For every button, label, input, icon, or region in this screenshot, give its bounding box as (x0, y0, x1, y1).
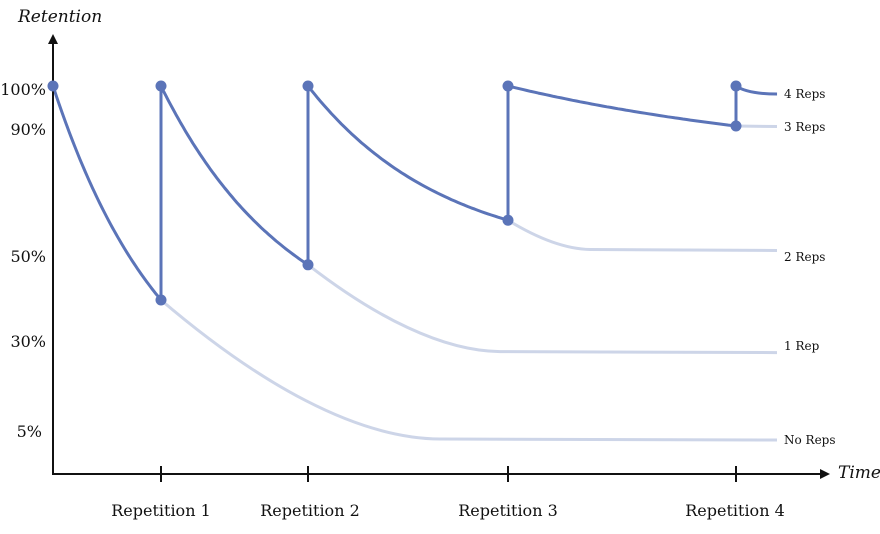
y-tick-label: 90% (10, 120, 46, 139)
point-repetition-3-before (502, 214, 514, 226)
point-repetition-3-after (502, 80, 514, 92)
y-tick-label: 30% (10, 332, 46, 351)
active-curves (51, 84, 778, 301)
curve-no-reps-active (51, 85, 163, 301)
curve-1-rep-faded (307, 263, 778, 355)
data-points (47, 80, 742, 306)
y-axis-title: Retention (17, 7, 102, 27)
series-label-2-reps: 2 Reps (784, 250, 825, 264)
point-repetition-4-after (730, 80, 742, 92)
point-repetition-1-after (155, 80, 167, 92)
series-label-4-reps: 4 Reps (784, 87, 825, 101)
point-repetition-4-before (730, 120, 742, 132)
series-label-1-rep: 1 Rep (784, 339, 820, 353)
y-tick-label: 50% (10, 247, 46, 266)
point-repetition-2-after (302, 80, 314, 92)
x-tick-label: Repetition 4 (685, 501, 785, 520)
curve-3-reps-active (507, 84, 737, 128)
y-tick-label: 100% (0, 80, 46, 99)
curve-2-reps-faded (507, 218, 778, 252)
point-repetition-2-before (302, 259, 314, 271)
curve-1-rep-active (159, 85, 309, 267)
y-tick-label: 5% (17, 422, 42, 441)
curve-no-reps-faded (160, 298, 778, 442)
curve-2-reps-active (306, 85, 509, 222)
series-label-no-reps: No Reps (784, 433, 836, 447)
faded-curves (160, 124, 778, 442)
curve-4-reps-active (735, 84, 778, 96)
series-label-3-reps: 3 Reps (784, 120, 825, 134)
x-tick-label: Repetition 2 (260, 501, 360, 520)
x-tick-label: Repetition 1 (111, 501, 211, 520)
curve-3-reps-faded (735, 124, 778, 128)
point-start (47, 80, 59, 92)
point-repetition-1-before (155, 294, 167, 306)
x-axis-title: Time (838, 463, 880, 483)
x-tick-label: Repetition 3 (458, 501, 558, 520)
